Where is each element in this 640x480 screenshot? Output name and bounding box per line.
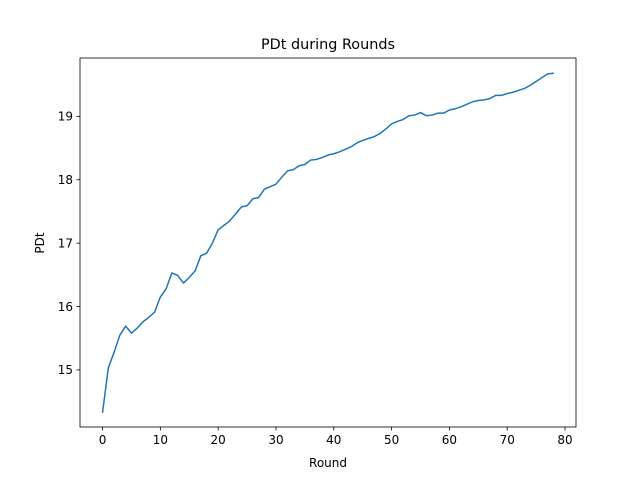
axes-frame	[79, 57, 577, 428]
y-tick-label: 16	[58, 300, 73, 314]
x-tick-label: 80	[557, 433, 572, 447]
x-tick-label: 40	[326, 433, 341, 447]
axis-ticks: 0 10 20 30 40 50 60 70 80 15 16 17 18 19	[58, 110, 573, 447]
y-axis-label: PDt	[33, 232, 47, 253]
x-tick-label: 30	[268, 433, 283, 447]
y-tick-label: 19	[58, 110, 73, 124]
x-axis-label: Round	[309, 456, 347, 470]
x-tick-label: 50	[384, 433, 399, 447]
y-tick-label: 15	[58, 363, 73, 377]
x-tick-label: 60	[442, 433, 457, 447]
y-tick-label: 17	[58, 236, 73, 250]
chart-title: PDt during Rounds	[261, 37, 395, 53]
x-tick-label: 10	[153, 433, 168, 447]
x-tick-label: 70	[500, 433, 515, 447]
x-tick-label: 0	[99, 433, 107, 447]
y-tick-label: 18	[58, 173, 73, 187]
series-line	[101, 72, 555, 414]
x-tick-label: 20	[211, 433, 226, 447]
